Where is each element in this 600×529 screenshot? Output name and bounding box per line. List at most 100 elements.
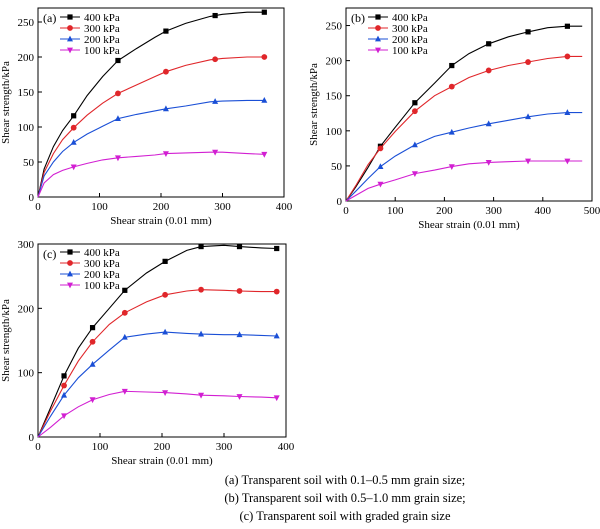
series-marker-c-3 [273,395,280,402]
series-marker-a-0 [212,12,218,19]
series-marker-b-3 [485,160,492,166]
y-axis-title-b: Shear strength/kPa [308,63,320,146]
series-marker-c-2 [198,330,205,337]
series-marker-c-2 [121,333,128,340]
legend-label-a-1: 300 kPa [84,23,120,35]
chart-panel-b: 0 100 200 300 400 500 0 50 100 150 200 250 Shear str… [308,7,600,231]
series-marker-c-0 [274,245,280,252]
legend-label-c-2: 200 kPa [84,269,120,281]
series-marker-b-2 [411,141,418,148]
series-marker-c-0 [89,325,96,331]
series-marker-b-0 [486,41,492,47]
y-axis-title-c: Shear strength/kPa [0,299,12,382]
legend-marker-c-0 [67,249,73,255]
series-marker-c-1 [273,288,280,295]
series-marker-a-0 [163,28,169,34]
series-marker-c-1 [162,291,169,298]
x-tick-label-c: 400 [278,441,295,453]
x-tick-label-b: 0 [343,205,349,217]
x-tick-label-a: 0 [35,201,41,213]
series-marker-b-0 [564,23,570,29]
y-tick-label-c: 100 [18,368,35,380]
series-marker-c-2 [89,360,96,367]
x-tick-label-b: 500 [584,205,600,217]
x-tick-label-a: 300 [214,201,231,213]
series-marker-c-1 [61,382,67,389]
series-marker-c-3 [236,394,243,400]
series-marker-c-0 [61,373,67,379]
series-marker-c-1 [198,286,204,293]
legend-marker-b-2 [375,35,381,42]
series-marker-c-1 [236,288,243,294]
y-tick-label-c: 200 [18,303,35,315]
series-marker-c-2 [236,331,243,338]
series-marker-a-1 [212,56,219,63]
series-marker-b-1 [564,53,571,60]
series-line-c-2 [37,331,277,438]
series-marker-b-0 [525,29,531,35]
series-marker-a-1 [261,54,268,60]
legend-label-b-1: 300 kPa [392,23,428,35]
legend-marker-a-1 [67,25,73,31]
legend-marker-b-1 [375,25,381,31]
legend-label-b-2: 200 kPa [392,34,428,46]
series-marker-a-2 [114,115,121,121]
series-marker-b-1 [448,83,455,90]
series-marker-a-3 [212,149,219,156]
series-marker-a-1 [115,90,121,97]
series-marker-c-3 [162,390,169,397]
x-tick-label-a: 100 [91,201,108,213]
series-marker-a-3 [162,151,169,157]
series-marker-b-1 [377,145,384,152]
x-tick-label-b: 100 [387,205,404,217]
x-tick-label-b: 200 [436,205,453,217]
y-tick-label-a: 200 [18,52,35,64]
series-marker-b-0 [449,62,455,69]
series-marker-c-1 [89,338,96,345]
legend-label-c-3: 100 kPa [84,280,120,292]
plot-frame-a [37,7,285,198]
series-marker-c-2 [273,332,280,339]
x-tick-label-a: 400 [276,201,293,213]
legend-marker-a-0 [67,14,73,20]
legend-marker-a-3 [67,47,73,54]
x-tick-label-b: 400 [535,205,552,217]
series-marker-c-3 [89,397,96,404]
legend-marker-b-0 [375,14,381,20]
legend-marker-c-3 [67,282,73,289]
x-tick-label-c: 200 [154,441,171,453]
series-marker-c-3 [121,388,128,395]
series-marker-b-3 [525,158,532,165]
series-marker-a-3 [70,164,77,171]
y-tick-label-a: 250 [18,17,35,29]
legend-marker-b-3 [375,47,381,54]
y-tick-label-a: 150 [18,87,35,99]
legend-marker-a-2 [67,35,73,42]
x-axis-title-a: Shear strain (0.01 mm) [110,215,212,227]
plot-frame-c [37,243,287,438]
legend-label-c-1: 300 kPa [84,258,120,270]
y-tick-label-b: 200 [326,56,343,68]
series-marker-c-0 [122,287,128,293]
legend-label-a-3: 100 kPa [84,45,120,57]
series-marker-a-3 [114,155,121,162]
series-marker-b-3 [564,158,571,165]
caption-line-c: (c) Transparent soil with graded grain s… [239,509,451,523]
series-marker-b-1 [525,59,531,65]
series-marker-b-2 [525,113,532,120]
legend-label-c-0: 400 kPa [84,247,120,259]
series-marker-b-1 [411,108,418,115]
y-axis-title-a: Shear strength/kPa [0,61,12,144]
series-marker-a-2 [70,139,77,145]
series-marker-b-1 [485,67,492,74]
series-marker-a-3 [261,151,268,158]
series-marker-c-2 [61,391,68,398]
series-marker-a-0 [261,9,267,15]
x-tick-label-c: 100 [92,441,109,453]
series-marker-c-0 [198,243,204,250]
y-tick-label-b: 150 [326,91,343,103]
series-line-c-1 [37,289,277,438]
legend-marker-c-2 [67,270,73,277]
